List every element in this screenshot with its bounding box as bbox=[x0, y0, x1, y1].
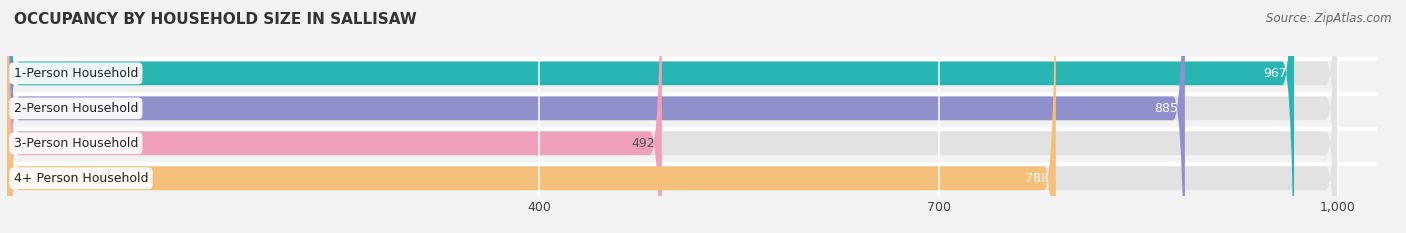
FancyBboxPatch shape bbox=[7, 0, 1339, 233]
Text: OCCUPANCY BY HOUSEHOLD SIZE IN SALLISAW: OCCUPANCY BY HOUSEHOLD SIZE IN SALLISAW bbox=[14, 12, 416, 27]
Text: 967: 967 bbox=[1264, 67, 1288, 80]
FancyBboxPatch shape bbox=[7, 0, 1056, 233]
Text: 2-Person Household: 2-Person Household bbox=[14, 102, 138, 115]
FancyBboxPatch shape bbox=[7, 0, 1339, 233]
FancyBboxPatch shape bbox=[7, 0, 1339, 233]
FancyBboxPatch shape bbox=[7, 0, 1339, 233]
Text: 4+ Person Household: 4+ Person Household bbox=[14, 172, 148, 185]
Text: 3-Person Household: 3-Person Household bbox=[14, 137, 138, 150]
FancyBboxPatch shape bbox=[7, 0, 1294, 233]
FancyBboxPatch shape bbox=[7, 0, 1185, 233]
Text: 885: 885 bbox=[1154, 102, 1178, 115]
FancyBboxPatch shape bbox=[7, 0, 662, 233]
Text: 1-Person Household: 1-Person Household bbox=[14, 67, 138, 80]
Text: 492: 492 bbox=[631, 137, 655, 150]
Text: Source: ZipAtlas.com: Source: ZipAtlas.com bbox=[1267, 12, 1392, 25]
Text: 788: 788 bbox=[1025, 172, 1049, 185]
